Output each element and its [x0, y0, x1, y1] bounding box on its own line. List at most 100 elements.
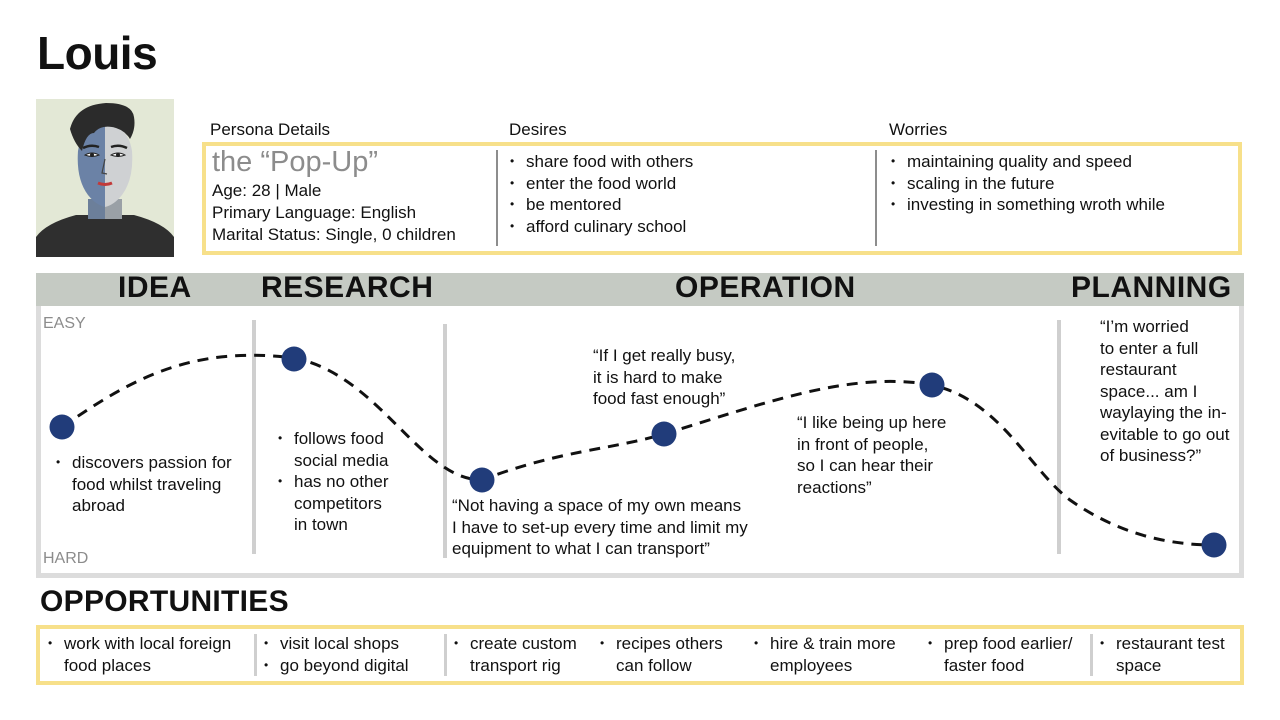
persona-marital: Marital Status: Single, 0 children — [212, 225, 456, 244]
opportunity-group: create custom transport rig — [452, 633, 577, 676]
quote-line: “I’m worried — [1100, 317, 1189, 336]
persona-language: Primary Language: English — [212, 203, 417, 222]
journey-point — [281, 346, 307, 372]
opportunity-divider — [254, 634, 257, 676]
desires-label: Desires — [509, 120, 567, 139]
note-line: has no other — [294, 472, 389, 491]
stage-planning: PLANNING — [1071, 271, 1232, 304]
opportunity-line: transport rig — [470, 655, 561, 675]
list-item: be mentored — [508, 194, 693, 216]
list-item: restaurant test space — [1098, 633, 1225, 676]
opportunity-group: hire & train more employees — [752, 633, 896, 676]
stage-operation: OPERATION — [675, 271, 856, 304]
list-item: investing in something wroth while — [889, 194, 1165, 216]
list-item: prep food earlier/ faster food — [926, 633, 1073, 676]
opportunity-line: space — [1116, 655, 1162, 675]
opportunity-line: hire & train more — [770, 634, 896, 653]
opportunity-line: employees — [770, 655, 853, 675]
list-item: hire & train more employees — [752, 633, 896, 676]
persona-divider — [496, 150, 498, 246]
axis-hard-label: HARD — [43, 550, 89, 567]
journey-map — [36, 306, 1244, 578]
opportunity-group: recipes others can follow — [598, 633, 723, 676]
journey-point — [49, 414, 75, 440]
opportunity-divider — [1090, 634, 1093, 676]
avatar — [36, 99, 174, 257]
quote-line: equipment to what I can transport” — [452, 539, 710, 558]
quote-line: evitable to go out — [1100, 424, 1230, 444]
opportunity-divider — [444, 634, 447, 676]
persona-box — [202, 142, 1242, 255]
list-item: maintaining quality and speed — [889, 151, 1165, 173]
opportunity-group: visit local shops go beyond digital — [262, 633, 409, 676]
quote-busy: “If I get really busy, it is hard to mak… — [593, 345, 735, 410]
list-item: scaling in the future — [889, 173, 1165, 195]
opportunity-line: restaurant test — [1116, 634, 1225, 653]
quote-line: reactions” — [797, 477, 872, 497]
journey-point — [651, 421, 677, 447]
quote-line: so I can hear their — [797, 456, 934, 475]
stage-idea: IDEA — [118, 271, 192, 304]
note-line: competitors — [294, 493, 382, 513]
opportunity-line: can follow — [616, 655, 692, 675]
opportunity-group: prep food earlier/ faster food — [926, 633, 1073, 676]
quote-line: “I like being up here — [797, 413, 947, 432]
opportunity-line: work with local foreign — [64, 634, 232, 653]
list-item: visit local shops — [262, 633, 409, 655]
quote-line: to enter a full — [1100, 338, 1199, 358]
note-line: social media — [294, 450, 389, 470]
quote-line: it is hard to make — [593, 367, 723, 387]
opportunity-line: prep food earlier/ — [944, 634, 1073, 653]
research-notes: follows food social media has no other c… — [276, 428, 389, 536]
opportunity-group: restaurant test space — [1098, 633, 1225, 676]
stage-divider — [443, 324, 447, 558]
quote-line: food fast enough” — [593, 389, 726, 408]
persona-name: Louis — [37, 27, 158, 79]
note-line: follows food — [294, 429, 384, 448]
opportunity-group: work with local foreign food places — [46, 633, 231, 676]
quote-line: I have to set-up every time and limit my — [452, 517, 748, 537]
persona-details-label: Persona Details — [210, 120, 331, 139]
stage-divider — [252, 320, 256, 554]
stage-bar — [36, 273, 1244, 306]
worries-list: maintaining quality and speed scaling in… — [889, 151, 1165, 216]
quote-line: of business?” — [1100, 446, 1202, 465]
stage-divider — [1057, 320, 1061, 554]
quote-line: “If I get really busy, — [593, 346, 736, 365]
list-item: work with local foreign food places — [46, 633, 231, 676]
quote-line: restaurant — [1100, 360, 1177, 379]
opportunity-line: food places — [64, 655, 151, 675]
idea-note: discovers passion for food whilst travel… — [54, 452, 232, 517]
quote-line: “Not having a space of my own means — [452, 496, 742, 515]
list-item: afford culinary school — [508, 216, 693, 238]
quote-up-here: “I like being up here in front of people… — [797, 412, 946, 498]
quote-line: space... am I — [1100, 381, 1198, 401]
persona-divider — [875, 150, 877, 246]
opportunity-line: recipes others — [616, 634, 723, 653]
quote-line: in front of people, — [797, 434, 929, 454]
quote-no-space: “Not having a space of my own means I ha… — [452, 495, 748, 560]
quote-line: waylaying the in- — [1100, 403, 1227, 422]
note-line: discovers passion for — [72, 453, 232, 472]
persona-portrait-icon — [36, 99, 174, 257]
journey-point — [1201, 532, 1227, 558]
opportunity-line: create custom — [470, 634, 577, 653]
list-item: go beyond digital — [262, 655, 409, 677]
list-item: create custom transport rig — [452, 633, 577, 676]
opportunities-box — [36, 625, 1244, 685]
persona-age: Age: 28 | Male — [212, 181, 322, 200]
desires-list: share food with others enter the food wo… — [508, 151, 693, 237]
opportunity-line: faster food — [944, 655, 1025, 675]
worries-label: Worries — [889, 120, 948, 139]
journey-point — [919, 372, 945, 398]
quote-worried: “I’m worried to enter a full restaurant … — [1100, 316, 1229, 467]
opportunities-title: OPPORTUNITIES — [40, 585, 289, 618]
stage-research: RESEARCH — [261, 271, 434, 304]
list-item: share food with others — [508, 151, 693, 173]
note-line: in town — [294, 515, 348, 534]
note-line: food whilst traveling — [72, 474, 222, 494]
journey-point — [469, 467, 495, 493]
list-item: enter the food world — [508, 173, 693, 195]
note-line: abroad — [72, 496, 125, 515]
